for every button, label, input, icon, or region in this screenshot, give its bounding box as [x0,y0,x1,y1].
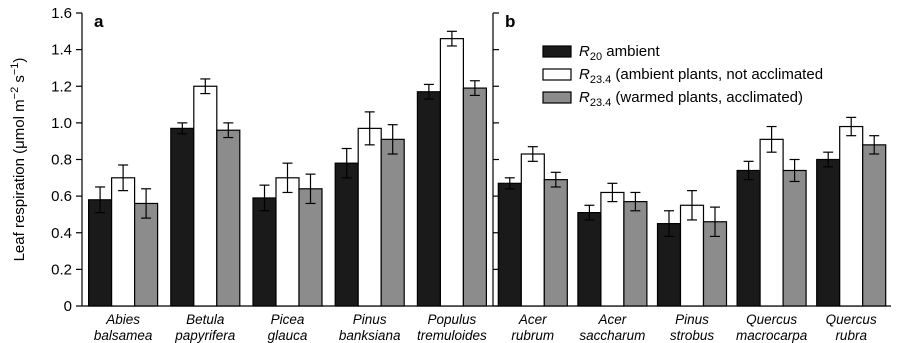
category-label-line2: papyrifera [174,328,236,343]
category-label-line1: Picea [271,312,305,327]
panel-label-a: a [94,12,104,31]
y-axis-label-mid: s [11,75,28,87]
bar-b-1-0 [577,212,602,307]
bar-a-4-1 [439,38,464,307]
legend-entry-2: R23.4 (warmed plants, acclimated) [579,89,803,109]
y-tick-label: 1.4 [51,42,72,59]
category-label-line1: Populus [428,312,477,327]
category-label-line1: Acer [598,312,627,327]
category-label-line2: balsamea [94,328,153,343]
category-label-line2: rubrum [511,328,554,343]
bars-layer [87,30,887,307]
legend-text: (warmed plants, acclimated) [611,89,803,106]
legend-subscript: 23.4 [590,97,611,109]
bar-a-2-1 [275,177,300,307]
y-axis-label-sup: −1 [9,63,21,76]
bar-a-0-0 [87,199,113,307]
category-label-line1: Pinus [675,312,709,327]
legend-text: (ambient plants, not acclimated [611,66,823,83]
y-axis-label-main: Leaf respiration (μmol m [11,99,28,261]
bar-a-1-1 [193,85,218,307]
y-tick-label: 0.6 [51,188,72,205]
legend-text: ambient [602,43,660,60]
y-tick-label: 1.2 [51,78,72,95]
y-axis-label: Leaf respiration (μmol m−2 s−1) [9,58,28,262]
category-label-line1: Abies [105,312,140,327]
labels-layer: 0 0.2 0.4 0.6 0.8 1.0 1.2 1.4 1.6 Leaf respiratio… [9,5,877,343]
category-label-line1: Acer [518,312,547,327]
category-label-line2: banksiana [339,328,401,343]
legend-swatch-1 [542,68,572,81]
category-label-line2: saccharum [579,328,645,343]
bar-b-0-0 [497,182,522,307]
bar-a-3-2 [380,138,405,307]
bar-b-4-2 [862,144,887,307]
y-tick-label: 0.2 [51,261,72,278]
legend-swatch-2 [542,91,572,104]
bar-b-3-2 [782,169,807,307]
y-axis-label-sup: −2 [9,87,21,100]
y-tick-label: 0.8 [51,152,72,169]
legend-swatch-0 [542,45,572,58]
panel-label-b: b [505,12,515,31]
legend-symbol: R [579,43,590,60]
bar-b-1-2 [623,201,648,307]
legend-symbol: R [579,89,590,106]
y-tick-label: 0 [64,298,72,315]
bar-a-4-0 [416,91,441,307]
category-label-line1: Quercus [746,312,797,327]
bar-b-4-0 [816,158,841,307]
category-label-line2: macrocarpa [736,328,808,343]
legend-symbol: R [579,66,590,83]
bar-a-0-1 [110,177,136,307]
legend-entry-0: R20 ambient [579,43,660,63]
bar-b-0-1 [520,153,545,307]
bar-a-3-0 [334,162,359,307]
legend-entry-1: R23.4 (ambient plants, not acclimated [579,66,823,86]
category-label-line2: strobus [670,328,715,343]
category-label-line1: Quercus [826,312,877,327]
y-tick-label: 1.0 [51,115,72,132]
y-tick-label: 1.6 [51,5,72,22]
bar-b-1-1 [600,191,625,307]
bar-b-0-2 [543,179,568,307]
category-label-line1: Betula [186,312,225,327]
category-label-line2: glauca [268,328,308,343]
category-label-line2: tremuloides [417,328,487,343]
bar-b-4-1 [839,125,864,307]
bar-a-1-2 [216,129,241,307]
bar-a-2-0 [252,197,277,307]
bar-a-0-2 [134,202,159,307]
legend-subscript: 20 [590,51,602,63]
bar-b-3-0 [736,169,761,307]
category-label-line1: Pinus [353,312,387,327]
y-axis-label-end: ) [11,58,28,63]
category-label-line2: rubra [835,328,867,343]
y-tick-label: 0.4 [51,225,72,242]
bar-b-3-1 [759,138,784,307]
bar-a-2-2 [298,188,323,307]
bar-a-4-2 [462,87,487,307]
bar-a-3-1 [357,127,382,307]
bar-a-1-0 [170,127,195,307]
legend-subscript: 23.4 [590,74,611,86]
